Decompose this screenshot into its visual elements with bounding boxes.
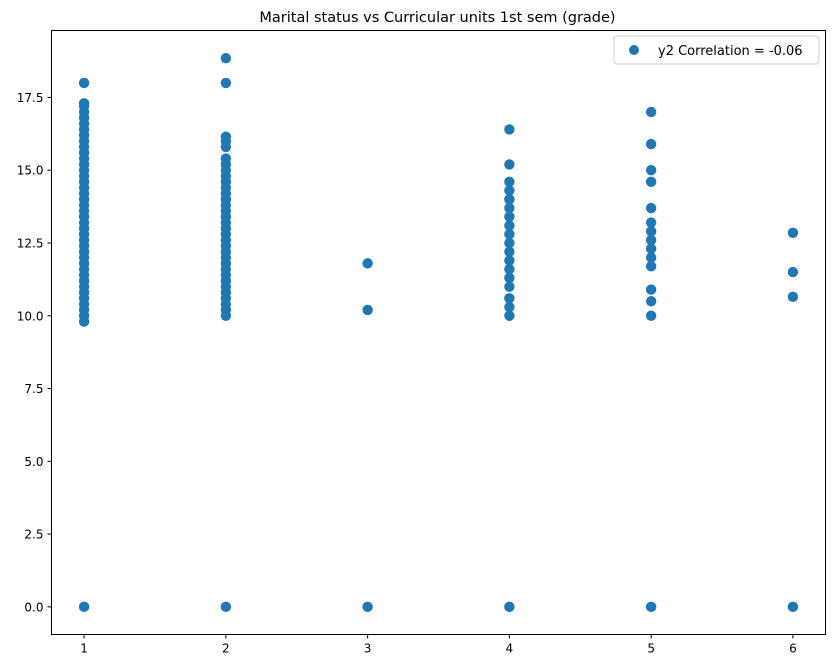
x-tick-label: 1 (80, 642, 88, 656)
data-point (504, 185, 515, 196)
data-point (504, 194, 515, 205)
data-point (504, 601, 515, 613)
data-point (78, 98, 90, 109)
data-points (78, 52, 799, 613)
data-point (645, 296, 657, 307)
data-point (220, 601, 232, 613)
data-point (645, 165, 657, 176)
legend: y2 Correlation = -0.06 (613, 35, 820, 65)
y-tick-label: 5.0 (24, 455, 43, 469)
data-point (504, 263, 515, 275)
data-point (787, 266, 799, 278)
data-point (504, 237, 515, 249)
data-point (78, 601, 90, 613)
data-point (220, 153, 232, 164)
plot-area-frame (51, 30, 826, 635)
x-tick-label: 3 (364, 642, 372, 656)
data-point (362, 258, 373, 269)
y-tick-label: 17.5 (17, 91, 44, 105)
data-point (504, 229, 515, 240)
data-point (787, 227, 799, 238)
data-point (504, 176, 515, 188)
data-point (645, 176, 657, 188)
data-point (504, 124, 515, 135)
y-tick-label: 12.5 (17, 236, 44, 250)
data-point (645, 234, 657, 246)
data-point (645, 138, 657, 150)
data-point (645, 261, 657, 272)
data-point (504, 211, 515, 222)
x-tick-label: 4 (506, 642, 514, 656)
data-point (504, 202, 515, 214)
data-point (220, 77, 232, 89)
data-point (362, 304, 373, 316)
data-point (645, 202, 657, 214)
y-tick-label: 2.5 (24, 528, 43, 542)
data-point (504, 255, 515, 266)
data-point (645, 310, 657, 321)
y-axis-ticks: 0.0 2.5 5.0 7.5 10.0 12.5 15.0 17.5 (17, 91, 52, 614)
data-point (504, 220, 515, 231)
data-point (504, 293, 515, 304)
y-tick-label: 10.0 (17, 309, 44, 323)
data-point (504, 246, 515, 257)
x-tick-label: 6 (789, 642, 797, 656)
data-point (787, 601, 799, 613)
data-point (645, 106, 657, 118)
y-tick-label: 0.0 (24, 600, 43, 614)
legend-label: y2 Correlation = -0.06 (658, 44, 803, 59)
data-point (78, 77, 90, 89)
data-point (504, 301, 515, 313)
data-point (504, 281, 515, 292)
data-point (645, 217, 657, 228)
legend-box (613, 35, 820, 65)
data-point (504, 159, 515, 170)
data-point (220, 52, 232, 64)
data-point (645, 226, 657, 237)
data-point (220, 131, 232, 142)
data-point (362, 601, 373, 613)
chart-title: Marital status vs Curricular units 1st s… (259, 10, 615, 26)
data-point (504, 310, 515, 321)
y-tick-label: 15.0 (17, 164, 44, 178)
x-tick-label: 2 (222, 642, 230, 656)
data-point (645, 601, 657, 613)
data-point (504, 272, 515, 284)
x-axis-ticks: 1 2 3 4 5 6 (80, 634, 797, 656)
data-point (645, 243, 657, 255)
x-tick-label: 5 (647, 642, 655, 656)
data-point (645, 252, 657, 263)
data-point (787, 291, 799, 303)
y-tick-label: 7.5 (24, 382, 43, 396)
data-point (645, 284, 657, 295)
legend-marker (629, 45, 639, 55)
